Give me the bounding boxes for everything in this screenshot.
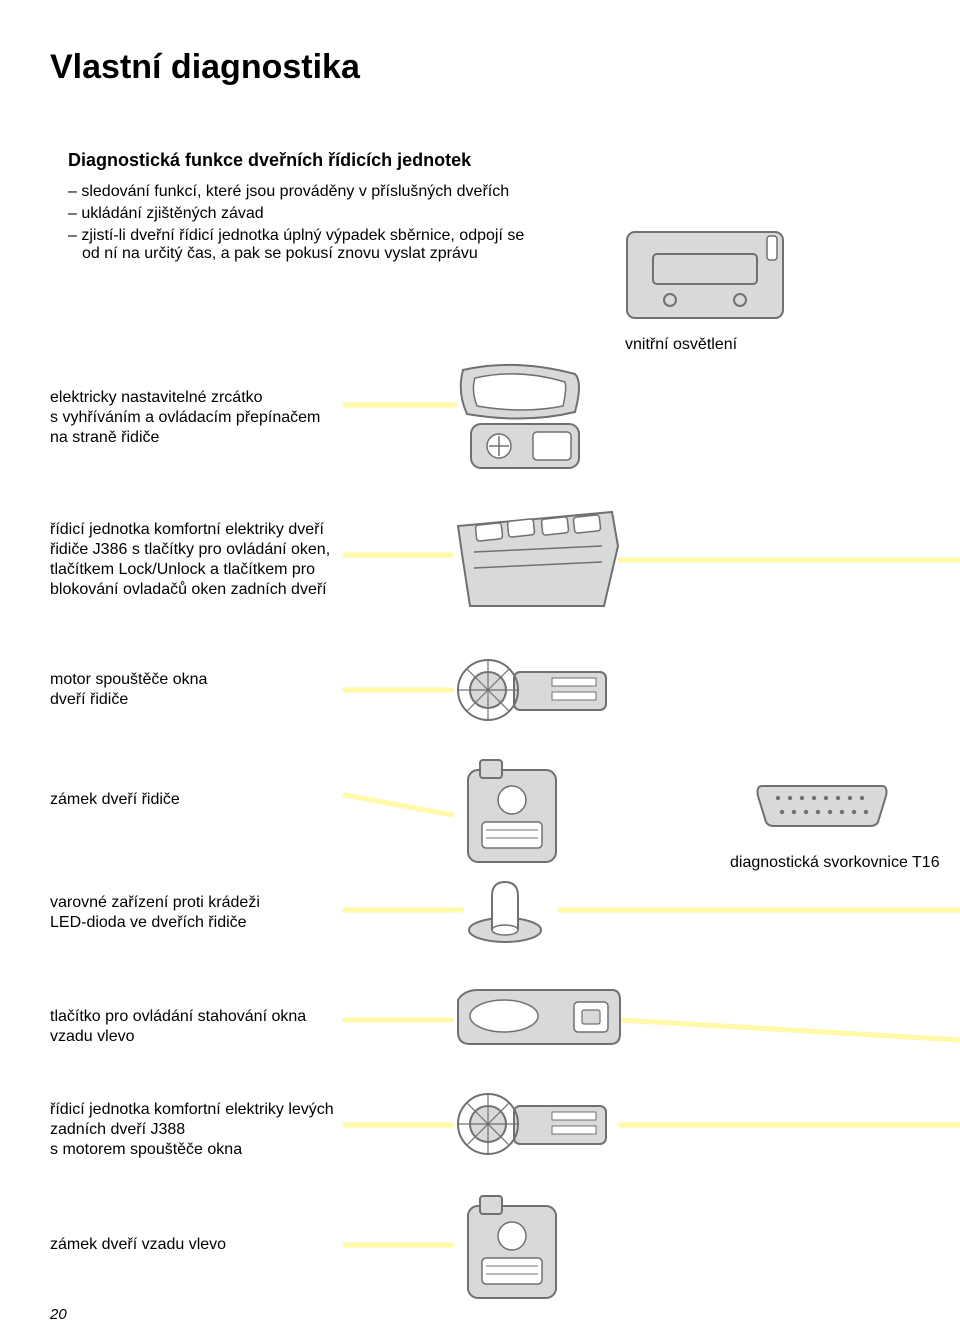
motor-j388-icon	[452, 1082, 610, 1166]
rear-handle-icon	[452, 984, 624, 1050]
door-lock-icon	[452, 752, 574, 874]
window-motor-icon	[452, 648, 610, 732]
page-number: 20	[50, 1306, 67, 1323]
led-icon	[462, 874, 548, 946]
interior-light-icon	[625, 230, 785, 320]
mirror-icon	[455, 362, 590, 474]
page: Vlastní diagnostika Diagnostická funkce …	[0, 0, 960, 1342]
control-panel-j386-icon	[452, 506, 622, 610]
rear-door-lock-icon	[452, 1188, 574, 1310]
diagnostic-port-icon	[754, 780, 890, 830]
